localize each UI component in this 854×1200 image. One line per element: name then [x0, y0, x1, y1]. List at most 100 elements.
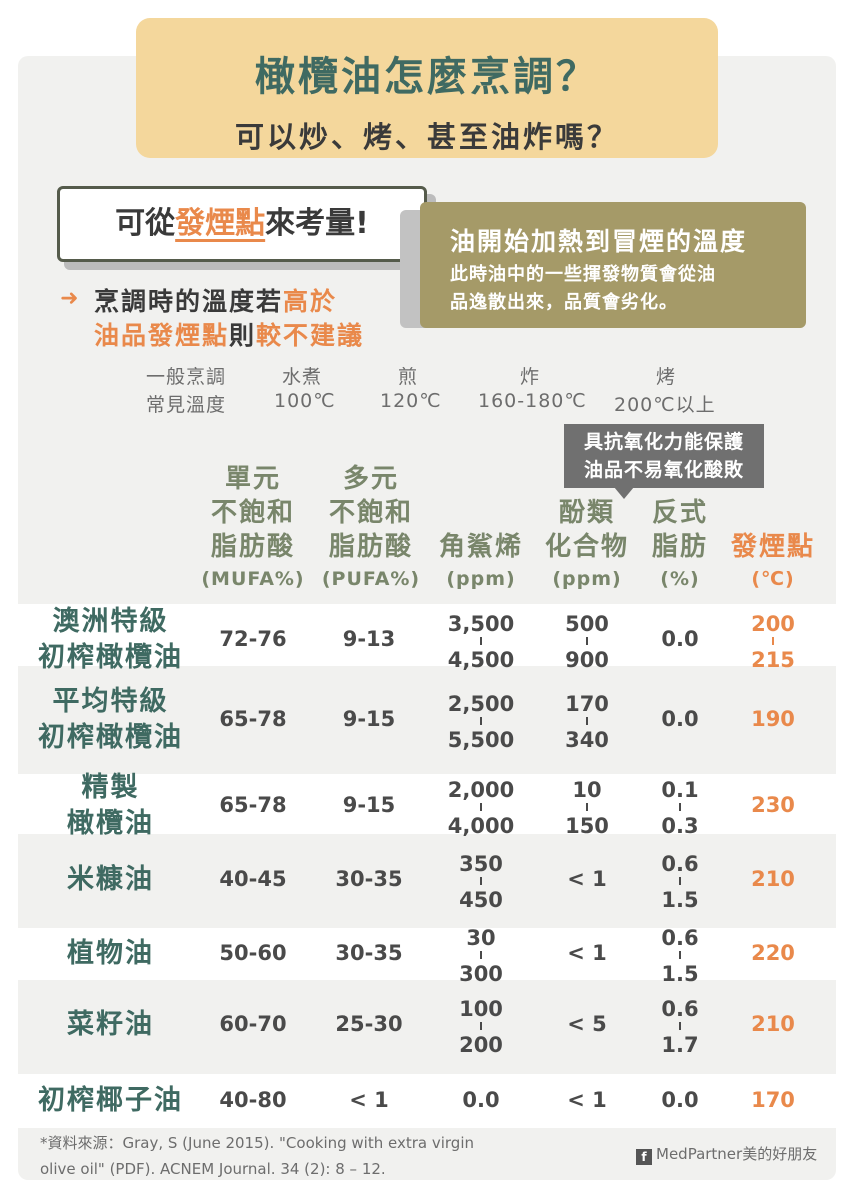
trans-cell: 0.6 1.7: [642, 997, 718, 1057]
smoke-value: 190: [751, 707, 795, 731]
pufa-cell: 9-15: [342, 707, 396, 731]
range-tick: [679, 951, 681, 959]
callout-tail: [614, 487, 634, 499]
trans-cell: 0.0: [642, 1088, 718, 1112]
squalene-cell: 30 300: [430, 926, 532, 986]
page-title: 橄欖油怎麼烹調？: [255, 54, 599, 100]
squalene-cell: 2,500 5,500: [430, 692, 532, 752]
squalene-value: 0.0: [462, 1088, 500, 1112]
trans-cell: 0.0: [642, 707, 718, 731]
table-row: [18, 774, 836, 834]
facebook-icon: f: [636, 1149, 652, 1165]
method-name: 水煮: [282, 366, 323, 388]
mufa-cell: 40-80: [219, 1088, 287, 1112]
squalene-cell: 0.0: [430, 1088, 532, 1112]
method-name: 煎: [398, 366, 419, 388]
advice-line-1: 烹調時的溫度若高於: [94, 282, 337, 318]
brand-credit: f MedPartner美的好朋友: [636, 1143, 817, 1165]
phenolic-value: < 1: [567, 1088, 607, 1112]
advice-text: 烹調時的溫度若: [94, 287, 284, 316]
range-tick: [480, 637, 482, 645]
method-temp: 160-180℃: [478, 390, 587, 412]
unit-phenolic: (ppm): [552, 568, 622, 590]
range-tick: [480, 951, 482, 959]
range-tick: [480, 717, 482, 725]
definition-box: 油開始加熱到冒煙的溫度 此時油中的一些揮發物質會從油 品逸散出來，品質會劣化。: [420, 202, 806, 328]
trans-min: 0.6: [661, 997, 699, 1021]
trans-value: 0.0: [661, 1088, 699, 1112]
squalene-min: 100: [459, 997, 503, 1021]
definition-line-1: 此時油中的一些揮發物質會從油: [450, 264, 716, 285]
source-citation: *資料來源：Gray, S (June 2015). "Cooking with…: [40, 1134, 474, 1178]
consider-suffix: 來考量!: [265, 206, 369, 241]
consider-prefix: 可從: [115, 206, 176, 241]
smoke-cell: 200 215: [724, 612, 822, 672]
mufa-cell: 72-76: [219, 627, 287, 651]
phenolic-cell: < 1: [538, 867, 636, 891]
advice-highlight: 較不建議: [256, 321, 365, 350]
header-squalene: 角鯊烯: [438, 532, 523, 562]
range-tick: [679, 877, 681, 885]
smoke-cell: 170: [724, 1088, 822, 1112]
oil-name: 米糠油: [67, 864, 154, 895]
smoke-max: 215: [751, 648, 795, 672]
range-tick: [772, 637, 774, 645]
range-tick: [586, 637, 588, 645]
pufa-cell: 9-15: [342, 793, 396, 817]
range-tick: [480, 877, 482, 885]
oil-name: 菜籽油: [67, 1009, 154, 1040]
table-row: [18, 604, 836, 666]
phenolic-cell: 10 150: [538, 778, 636, 838]
trans-max: 1.7: [661, 1033, 699, 1057]
smoke-value: 210: [751, 1012, 795, 1036]
smoke-value: 170: [751, 1088, 795, 1112]
brand-name: MedPartner美的好朋友: [656, 1145, 818, 1163]
temp-label: 常見溫度: [146, 394, 227, 416]
header-phenolic: 酚類 化合物: [544, 498, 629, 562]
squalene-max: 4,000: [447, 814, 515, 838]
smoke-cell: 210: [724, 867, 822, 891]
trans-cell: 0.0: [642, 627, 718, 651]
phenolic-cell: < 1: [538, 941, 636, 965]
phenolic-cell: < 5: [538, 1012, 636, 1036]
consider-highlight: 發煙點: [175, 206, 266, 241]
smoke-value: 210: [751, 867, 795, 891]
phenolic-min: 170: [565, 692, 609, 716]
smoke-cell: 220: [724, 941, 822, 965]
definition-title: 油開始加熱到冒煙的溫度: [450, 227, 748, 256]
trans-max: 0.3: [661, 814, 699, 838]
trans-cell: 0.1 0.3: [642, 778, 718, 838]
advice-highlight: 油品發煙點: [94, 321, 230, 350]
phenolic-cell: 500 900: [538, 612, 636, 672]
definition-line-2: 品逸散出來，品質會劣化。: [450, 292, 678, 313]
squalene-cell: 3,500 4,500: [430, 612, 532, 672]
unit-squalene: (ppm): [446, 568, 516, 590]
arrow-right-icon: ➜: [60, 286, 79, 311]
squalene-max: 200: [459, 1033, 503, 1057]
callout-line-2: 油品不易氧化酸敗: [583, 459, 744, 481]
phenolic-max: 150: [565, 814, 609, 838]
oil-name: 精製 橄欖油: [67, 772, 154, 839]
header-smoke-point: 發煙點: [730, 532, 815, 562]
smoke-cell: 210: [724, 1012, 822, 1036]
trans-min: 0.1: [661, 778, 699, 802]
squalene-min: 3,500: [447, 612, 515, 636]
advice-line-2: 油品發煙點則較不建議: [94, 316, 364, 352]
method-temp: 100℃: [274, 390, 336, 412]
page-subtitle: 可以炒、烤、甚至油炸嗎？: [234, 120, 619, 154]
unit-smoke-point: (℃): [751, 568, 795, 590]
squalene-cell: 2,000 4,000: [430, 778, 532, 838]
smoke-cell: 230: [724, 793, 822, 817]
phenolic-min: 10: [572, 778, 602, 802]
smoke-cell: 190: [724, 707, 822, 731]
table-row: [18, 1074, 836, 1128]
pufa-cell: < 1: [349, 1088, 389, 1112]
trans-value: 0.0: [661, 627, 699, 651]
cooking-label: 一般烹調: [146, 366, 227, 388]
squalene-cell: 350 450: [430, 852, 532, 912]
squalene-max: 450: [459, 888, 503, 912]
table-row: [18, 928, 836, 980]
antioxidant-callout: 具抗氧化力能保護 油品不易氧化酸敗: [564, 424, 764, 488]
range-tick: [679, 1022, 681, 1030]
squalene-cell: 100 200: [430, 997, 532, 1057]
